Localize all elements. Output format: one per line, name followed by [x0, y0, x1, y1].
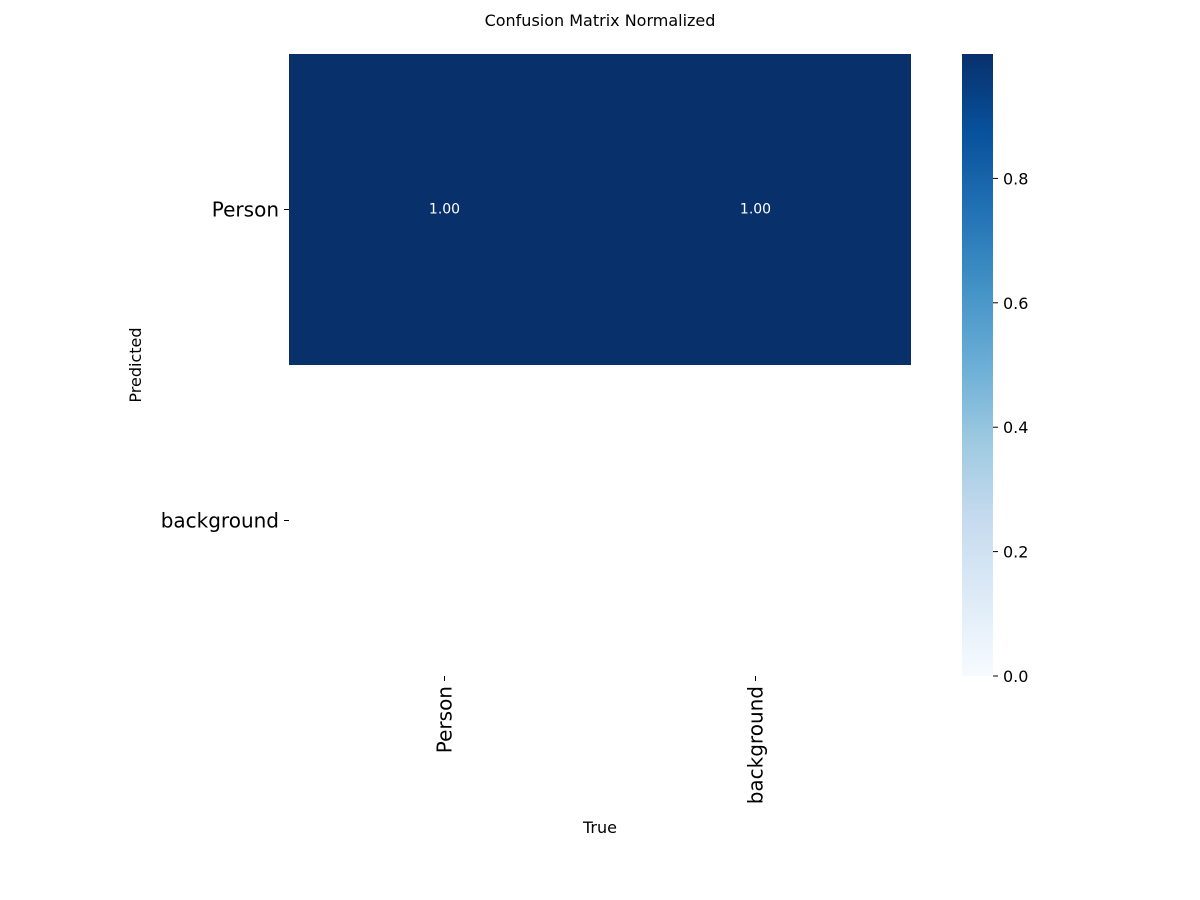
heatmap-cells [289, 54, 911, 365]
heatmap-cell [289, 54, 600, 365]
chart-title: Confusion Matrix Normalized [485, 11, 716, 30]
heatmap-cell-labels: 1.00 1.00 [429, 202, 771, 218]
colorbar-tick-label: 0.2 [1003, 543, 1028, 562]
cell-value-label: 1.00 [740, 202, 771, 218]
colorbar-tick-label: 0.6 [1003, 294, 1028, 313]
cell-value-label: 1.00 [429, 202, 460, 218]
colorbar-tick-label: 0.0 [1003, 667, 1028, 686]
colorbar-tick-label: 0.4 [1003, 418, 1028, 437]
x-axis-label: True [582, 818, 617, 837]
y-axis-label: Predicted [126, 327, 145, 402]
y-tick-label: Person [212, 198, 279, 222]
colorbar-tick-label: 0.8 [1003, 169, 1028, 188]
x-tick-label: Person [433, 686, 457, 753]
colorbar [962, 54, 993, 676]
colorbar-ticks: 0.0 0.2 0.4 0.6 0.8 [993, 169, 1028, 686]
x-tick-label: background [744, 686, 768, 804]
y-axis-ticks: Person background [161, 198, 289, 533]
heatmap-cell [600, 54, 911, 365]
x-axis-ticks: Person background [433, 676, 768, 804]
y-tick-label: background [161, 509, 279, 533]
